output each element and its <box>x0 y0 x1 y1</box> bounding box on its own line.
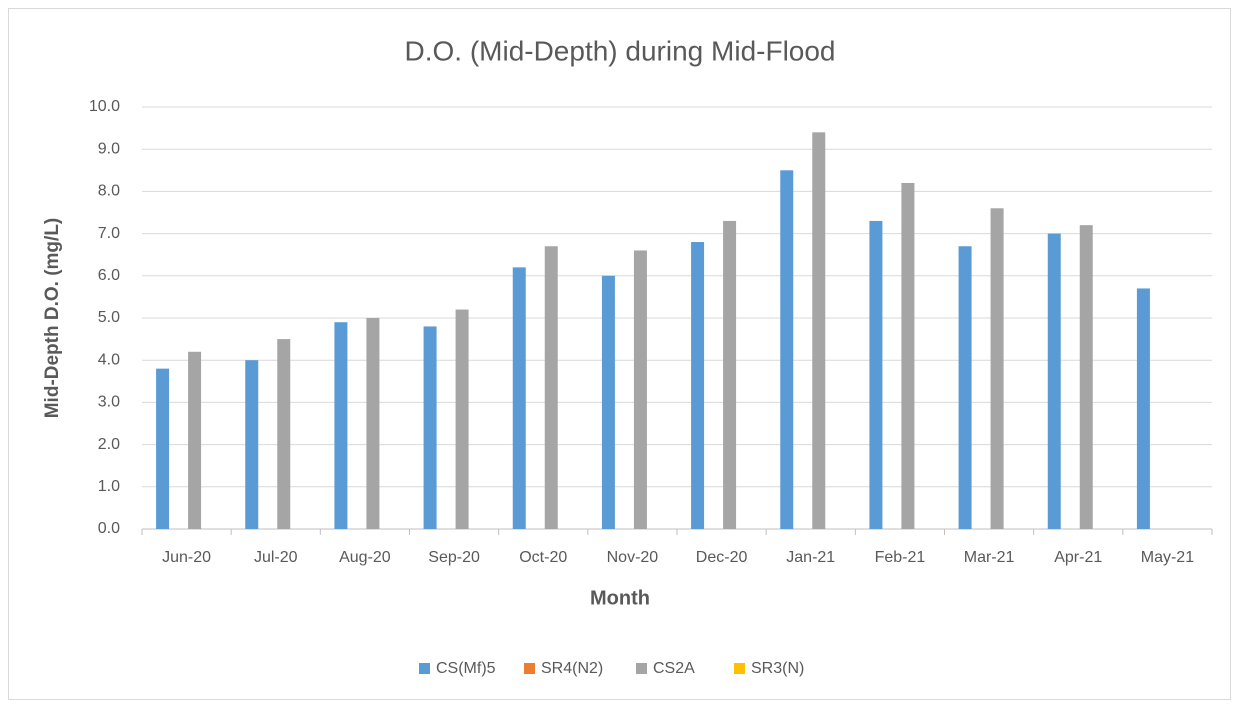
bar <box>1079 225 1093 529</box>
y-tick-label: 10.0 <box>89 98 120 115</box>
x-tick-label: Oct-20 <box>519 549 567 566</box>
y-tick-label: 8.0 <box>98 183 120 200</box>
chart-title: D.O. (Mid-Depth) during Mid-Flood <box>404 35 835 66</box>
x-tick-label: Nov-20 <box>607 549 659 566</box>
y-tick-label: 6.0 <box>98 267 120 284</box>
chart-frame <box>8 8 1231 700</box>
y-tick-label: 1.0 <box>98 478 120 495</box>
bar <box>958 246 972 529</box>
bar <box>869 220 883 529</box>
x-tick-label: Apr-21 <box>1054 549 1102 566</box>
legend-swatch <box>524 663 535 674</box>
x-tick-label: Feb-21 <box>875 549 926 566</box>
x-tick-label: May-21 <box>1141 549 1194 566</box>
x-tick-label: Aug-20 <box>339 549 391 566</box>
y-tick-label: 2.0 <box>98 436 120 453</box>
x-tick-label: Sep-20 <box>428 549 480 566</box>
bar <box>156 368 170 529</box>
bar <box>691 242 705 530</box>
y-tick-label: 9.0 <box>98 140 120 157</box>
y-tick-label: 0.0 <box>98 520 120 537</box>
bar <box>423 326 437 529</box>
bar <box>633 250 647 530</box>
legend-swatch <box>734 663 745 674</box>
legend-label: CS2A <box>653 660 695 677</box>
x-tick-label: Dec-20 <box>696 549 748 566</box>
x-tick-label: Jun-20 <box>162 549 211 566</box>
y-tick-label: 3.0 <box>98 394 120 411</box>
bar <box>455 309 469 529</box>
bar <box>277 339 291 529</box>
legend-label: SR4(N2) <box>541 660 603 677</box>
bar <box>544 246 558 529</box>
bar <box>512 267 526 529</box>
bar <box>780 170 794 530</box>
bar <box>245 360 259 529</box>
bar <box>1047 233 1061 529</box>
y-tick-label: 4.0 <box>98 351 120 368</box>
bar <box>990 208 1004 529</box>
bar <box>812 132 826 529</box>
bar <box>601 275 615 529</box>
bar <box>723 220 737 529</box>
bar <box>366 318 380 529</box>
y-tick-label: 5.0 <box>98 309 120 326</box>
x-tick-label: Jan-21 <box>786 549 835 566</box>
x-axis-label: Month <box>590 587 650 609</box>
x-tick-label: Jul-20 <box>254 549 298 566</box>
bar <box>901 182 915 529</box>
legend-label: SR3(N) <box>751 660 804 677</box>
y-tick-label: 7.0 <box>98 225 120 242</box>
legend-swatch <box>636 663 647 674</box>
bar <box>334 322 348 529</box>
bar <box>188 351 202 529</box>
legend-swatch <box>419 663 430 674</box>
x-tick-label: Mar-21 <box>964 549 1015 566</box>
y-axis-label: Mid-Depth D.O. (mg/L) <box>42 218 63 419</box>
legend-label: CS(Mf)5 <box>436 660 496 677</box>
bar <box>1136 288 1150 529</box>
